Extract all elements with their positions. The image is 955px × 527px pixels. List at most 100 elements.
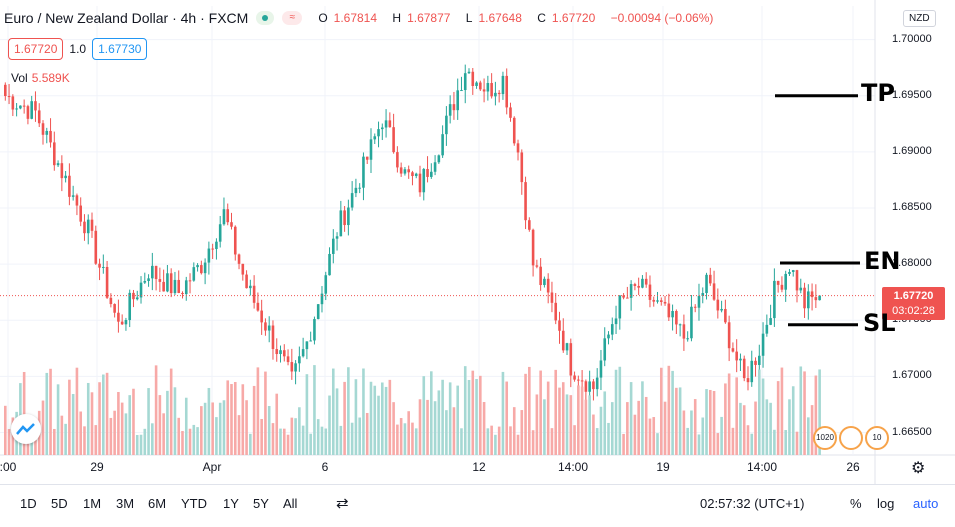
candle xyxy=(98,258,101,281)
low-value: 1.67648 xyxy=(478,11,522,25)
x-tick-label: :00 xyxy=(0,460,17,474)
volume-bar xyxy=(135,434,139,455)
candle xyxy=(169,268,173,298)
range-5d-button[interactable]: 5D xyxy=(51,496,68,511)
wave-icon[interactable]: ≈ xyxy=(282,11,303,25)
candle xyxy=(124,317,128,331)
candle xyxy=(267,316,271,343)
volume-bar xyxy=(735,377,738,455)
candle xyxy=(810,283,814,311)
tradingview-logo-button[interactable] xyxy=(11,414,41,444)
volume-bar xyxy=(626,402,629,455)
candle xyxy=(403,167,407,176)
range-3m-button[interactable]: 3M xyxy=(116,496,135,511)
date-range-icon[interactable]: ⇄ xyxy=(336,495,349,512)
currency-tag[interactable]: NZD xyxy=(903,10,936,27)
volume-bar xyxy=(799,366,803,455)
volume-bar xyxy=(584,399,588,455)
bottom-toolbar: 1D 5D 1M 3M 6M YTD 1Y 5Y All ⇄ 02:57:32 … xyxy=(0,484,955,527)
candle xyxy=(207,241,211,275)
volume-bar xyxy=(524,373,527,455)
clock-timezone[interactable]: 02:57:32 (UTC+1) xyxy=(700,496,805,511)
sell-button[interactable]: 1.67720 xyxy=(8,38,64,60)
candle xyxy=(799,278,803,294)
candle xyxy=(558,311,561,344)
candle xyxy=(697,283,701,321)
candle xyxy=(430,163,433,179)
candle xyxy=(64,170,67,183)
event-badge[interactable] xyxy=(839,426,863,450)
candle xyxy=(708,267,712,286)
candle xyxy=(814,284,818,308)
candle xyxy=(520,149,524,195)
volume-bar xyxy=(309,433,312,455)
log-toggle[interactable]: log xyxy=(877,496,895,511)
auto-toggle[interactable]: auto xyxy=(913,496,939,511)
candle xyxy=(656,291,659,304)
volume-bar xyxy=(109,417,113,455)
candle xyxy=(482,78,486,103)
volume-bar xyxy=(75,367,79,455)
volume-bar xyxy=(486,428,490,455)
volume-bar xyxy=(34,432,37,455)
x-tick-label: Apr xyxy=(202,460,222,474)
candle xyxy=(791,269,795,277)
volume-bar xyxy=(791,386,795,455)
candle xyxy=(290,348,294,380)
candle xyxy=(86,214,90,245)
candle xyxy=(693,304,697,313)
range-1d-button[interactable]: 1D xyxy=(20,496,37,511)
volume-label: Vol xyxy=(11,71,28,85)
candle xyxy=(399,162,403,177)
volume-bar xyxy=(776,381,780,455)
volume-bar xyxy=(780,367,784,455)
volume-bar xyxy=(475,379,478,455)
volume-bar xyxy=(117,392,120,455)
candle xyxy=(460,76,463,92)
volume-bar xyxy=(754,401,757,455)
candle xyxy=(531,228,535,277)
candle xyxy=(452,91,456,120)
volume-bar xyxy=(45,372,49,455)
range-1y-button[interactable]: 1Y xyxy=(223,496,239,511)
event-badge[interactable]: 1020 xyxy=(813,426,837,450)
event-badge[interactable]: 10 xyxy=(865,426,889,450)
candle xyxy=(392,113,395,154)
candle xyxy=(158,267,162,293)
candle xyxy=(584,379,588,404)
candle xyxy=(102,254,105,274)
candle xyxy=(592,378,595,401)
volume-bar xyxy=(463,366,467,455)
candle xyxy=(494,81,497,106)
symbol-title[interactable]: Euro / New Zealand Dollar · 4h · FXCM xyxy=(4,10,249,26)
volume-bar xyxy=(411,422,414,455)
settings-gear-icon[interactable]: ⚙ xyxy=(911,460,926,477)
volume-bar xyxy=(460,428,463,455)
candle xyxy=(388,112,392,128)
volume-bar xyxy=(531,430,535,455)
candle xyxy=(117,299,120,333)
candle xyxy=(260,299,263,335)
symbol-legend: Euro / New Zealand Dollar · 4h · FXCM ≈ … xyxy=(4,10,719,26)
buy-button[interactable]: 1.67730 xyxy=(92,38,148,60)
range-ytd-button[interactable]: YTD xyxy=(181,496,207,511)
range-1m-button[interactable]: 1M xyxy=(83,496,102,511)
x-tick-label: 6 xyxy=(321,460,329,474)
range-6m-button[interactable]: 6M xyxy=(148,496,167,511)
candle xyxy=(264,318,267,336)
candle xyxy=(7,83,11,105)
candle xyxy=(365,156,369,164)
candle xyxy=(588,370,591,398)
volume-bar xyxy=(211,402,214,455)
volume-bar xyxy=(324,428,328,455)
y-tick-label: 1.66500 xyxy=(892,425,932,438)
range-5y-button[interactable]: 5Y xyxy=(253,496,269,511)
volume-bar xyxy=(818,369,821,455)
volume-bar xyxy=(479,375,482,455)
volume-bar xyxy=(192,424,196,455)
percent-toggle[interactable]: % xyxy=(850,496,862,511)
candle xyxy=(4,82,7,101)
range-all-button[interactable]: All xyxy=(283,496,298,511)
volume-bar xyxy=(761,378,765,455)
